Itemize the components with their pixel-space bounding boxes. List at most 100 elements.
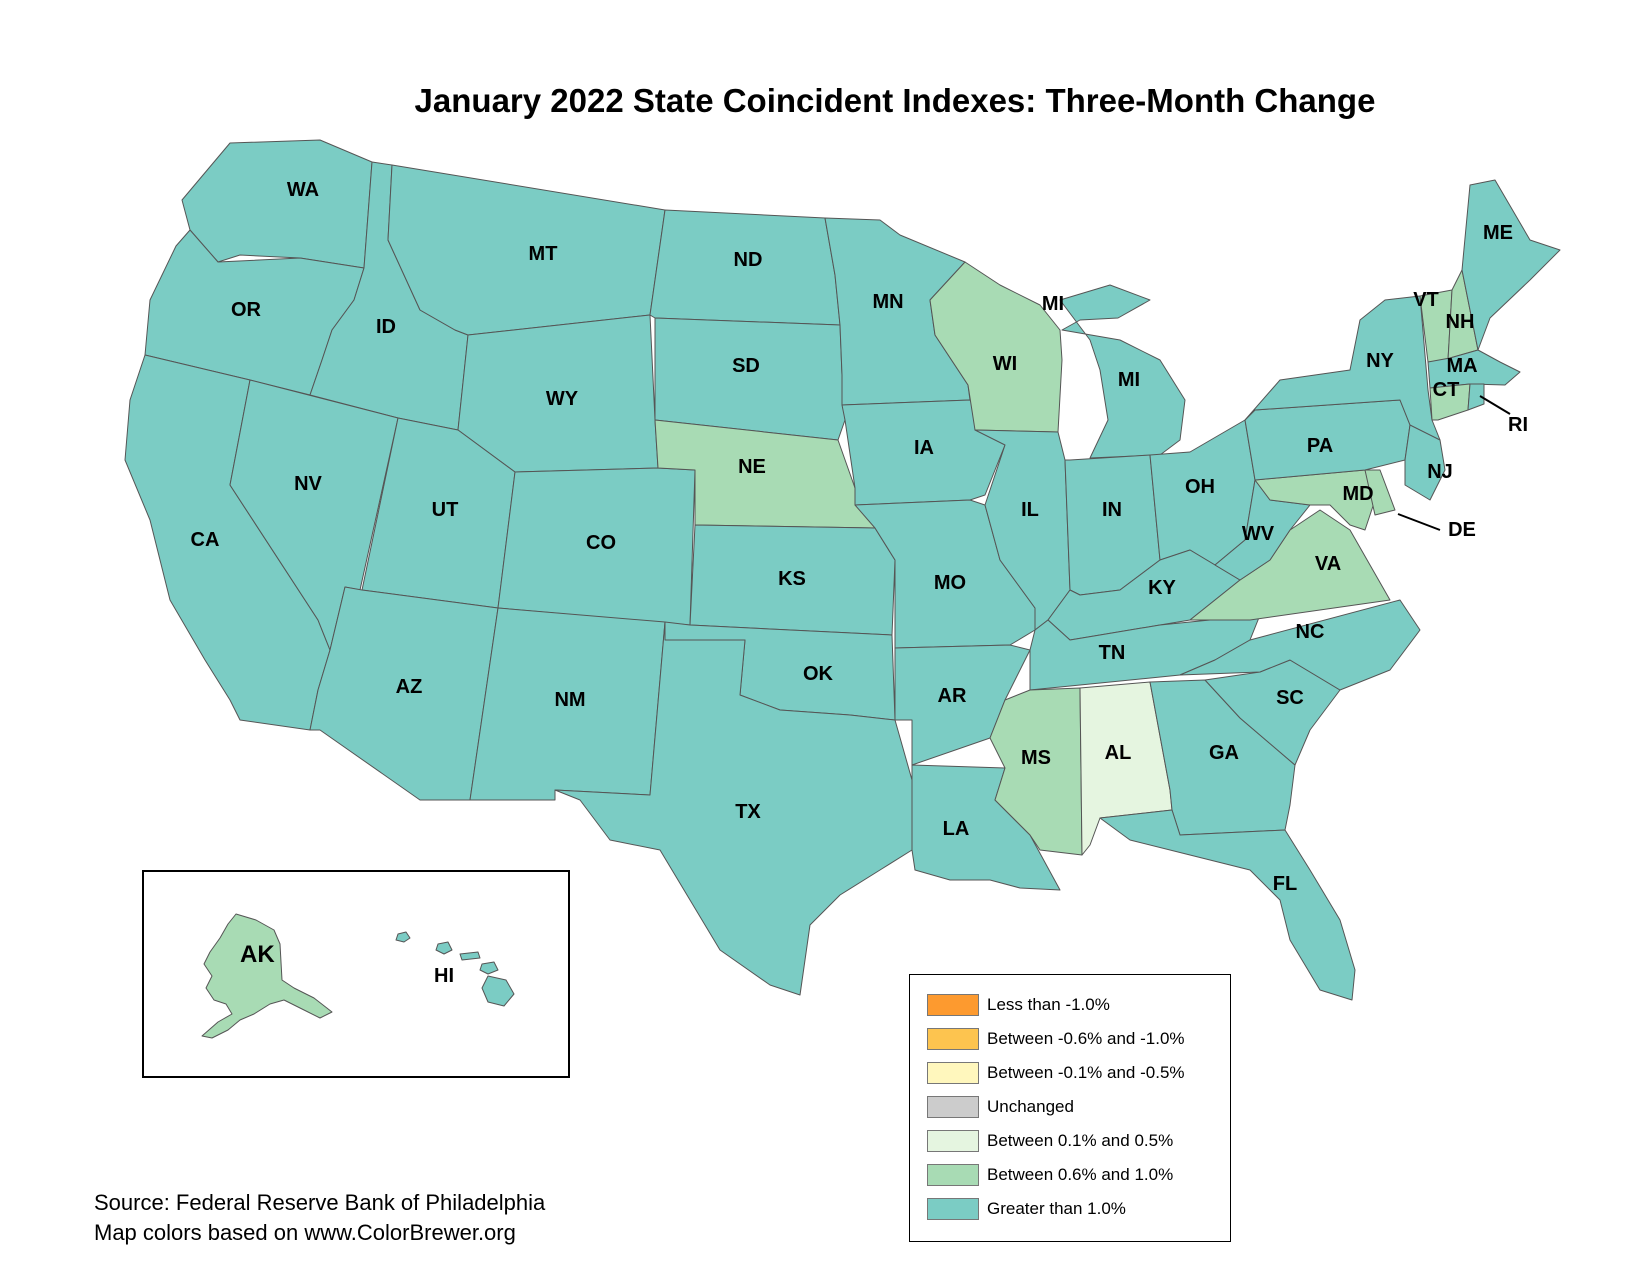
state-label-ok: OK xyxy=(803,663,834,685)
state-label-va: VA xyxy=(1315,553,1341,575)
state-label-mo: MO xyxy=(934,572,966,594)
legend-item: Unchanged xyxy=(910,1094,1230,1128)
legend-label: Between 0.6% and 1.0% xyxy=(987,1165,1174,1184)
state-label-de: DE xyxy=(1448,519,1476,541)
state-nj[interactable] xyxy=(1404,424,1446,501)
state-label-oh: OH xyxy=(1185,476,1215,498)
state-label-sd: SD xyxy=(732,355,760,377)
state-tx[interactable] xyxy=(554,621,913,996)
state-label-ga: GA xyxy=(1209,742,1239,764)
state-fl[interactable] xyxy=(1099,809,1356,1001)
state-ks[interactable] xyxy=(689,524,896,636)
state-label-wy: WY xyxy=(546,388,579,410)
state-label-ct: CT xyxy=(1433,379,1460,401)
state-label-az: AZ xyxy=(396,676,423,698)
state-label-wv: WV xyxy=(1242,523,1275,545)
state-ak[interactable] xyxy=(201,913,333,1039)
state-mt[interactable] xyxy=(387,164,666,336)
alaska-inset: AK xyxy=(142,870,358,1078)
state-label-mt: MT xyxy=(529,243,558,265)
state-me[interactable] xyxy=(1461,179,1561,351)
state-label-ks: KS xyxy=(778,568,806,590)
state-label-md: MD xyxy=(1342,483,1373,505)
state-label-ar: AR xyxy=(938,685,967,707)
state-label-ne: NE xyxy=(738,456,766,478)
legend-label: Between -0.1% and -0.5% xyxy=(987,1063,1185,1082)
state-de[interactable] xyxy=(1364,469,1396,516)
legend: Less than -1.0% Between -0.6% and -1.0% Be… xyxy=(909,974,1231,1242)
legend-item: Less than -1.0% xyxy=(910,992,1230,1026)
state-label-ma: MA xyxy=(1446,355,1477,377)
alaska-inset-svg: AK xyxy=(201,913,333,1039)
state-label-sc: SC xyxy=(1276,687,1304,709)
hawaii-inset-svg: HI xyxy=(395,931,515,1007)
state-label-ky: KY xyxy=(1148,577,1176,599)
state-label-nc: NC xyxy=(1296,621,1325,643)
island-molokai xyxy=(459,951,481,961)
legend-label: Between 0.1% and 0.5% xyxy=(987,1131,1174,1150)
de-leader-line xyxy=(1397,513,1441,531)
state-label-wa: WA xyxy=(287,179,319,201)
legend-label: Greater than 1.0% xyxy=(987,1199,1126,1218)
state-hi[interactable] xyxy=(481,975,515,1007)
state-ms[interactable] xyxy=(989,687,1083,856)
state-label-mi-up: MI xyxy=(1042,293,1064,315)
legend-rows: Less than -1.0% Between -0.6% and -1.0% Be… xyxy=(910,992,1230,1230)
legend-label: Less than -1.0% xyxy=(987,995,1110,1014)
legend-swatch xyxy=(927,1096,979,1118)
state-label-ca: CA xyxy=(191,529,220,551)
legend-item: Between -0.1% and -0.5% xyxy=(910,1060,1230,1094)
state-label-nd: ND xyxy=(734,249,763,271)
state-label-nj: NJ xyxy=(1427,461,1453,483)
state-label-in: IN xyxy=(1102,499,1122,521)
source-note: Source: Federal Reserve Bank of Philadel… xyxy=(94,1188,545,1248)
state-label-hi: HI xyxy=(434,965,454,987)
state-label-ia: IA xyxy=(914,437,934,459)
island-kauai xyxy=(395,931,411,943)
state-labels-layer: WA OR CA ID NV MT WY UT AZ CO NM ND SD NE KS OK TX MN IA MO… xyxy=(191,179,1528,895)
state-ny[interactable] xyxy=(1244,295,1441,446)
legend-label: Between -0.6% and -1.0% xyxy=(987,1029,1185,1048)
state-nc[interactable] xyxy=(1179,599,1421,691)
states-layer xyxy=(124,139,1561,1001)
island-oahu xyxy=(435,941,453,955)
state-label-or: OR xyxy=(231,299,262,321)
state-wi[interactable] xyxy=(929,261,1063,433)
state-label-mi: MI xyxy=(1118,369,1140,391)
state-label-ut: UT xyxy=(432,499,459,521)
legend-swatch xyxy=(927,1198,979,1220)
state-label-co: CO xyxy=(586,532,616,554)
legend-swatch xyxy=(927,1130,979,1152)
state-label-pa: PA xyxy=(1307,435,1333,457)
legend-item: Between -0.6% and -1.0% xyxy=(910,1026,1230,1060)
state-label-ak: AK xyxy=(240,941,275,968)
state-label-nm: NM xyxy=(554,689,585,711)
state-label-il: IL xyxy=(1021,499,1039,521)
state-mi[interactable] xyxy=(1059,284,1186,459)
state-wa[interactable] xyxy=(181,139,373,269)
ri-leader-line xyxy=(1479,395,1511,415)
state-sd[interactable] xyxy=(654,317,846,441)
state-label-ny: NY xyxy=(1366,350,1394,372)
legend-swatch xyxy=(927,1164,979,1186)
state-label-me: ME xyxy=(1483,222,1513,244)
legend-label: Unchanged xyxy=(987,1097,1074,1116)
state-label-id: ID xyxy=(376,316,396,338)
map-title: January 2022 State Coincident Indexes: T… xyxy=(414,82,1376,119)
state-co[interactable] xyxy=(497,467,696,626)
state-label-mn: MN xyxy=(872,291,903,313)
state-ct[interactable] xyxy=(1429,383,1471,421)
state-label-tx: TX xyxy=(735,801,761,823)
state-ri[interactable] xyxy=(1467,383,1485,411)
legend-item: Between 0.1% and 0.5% xyxy=(910,1128,1230,1162)
state-label-ri: RI xyxy=(1508,414,1528,436)
legend-swatch xyxy=(927,1028,979,1050)
state-label-ms: MS xyxy=(1021,747,1051,769)
state-label-nh: NH xyxy=(1446,311,1475,333)
colorbrewer-line: Map colors based on www.ColorBrewer.org xyxy=(94,1220,516,1245)
state-label-wi: WI xyxy=(993,353,1017,375)
state-label-nv: NV xyxy=(294,473,322,495)
source-line: Source: Federal Reserve Bank of Philadel… xyxy=(94,1190,546,1215)
hawaii-inset: HI xyxy=(356,870,570,1078)
